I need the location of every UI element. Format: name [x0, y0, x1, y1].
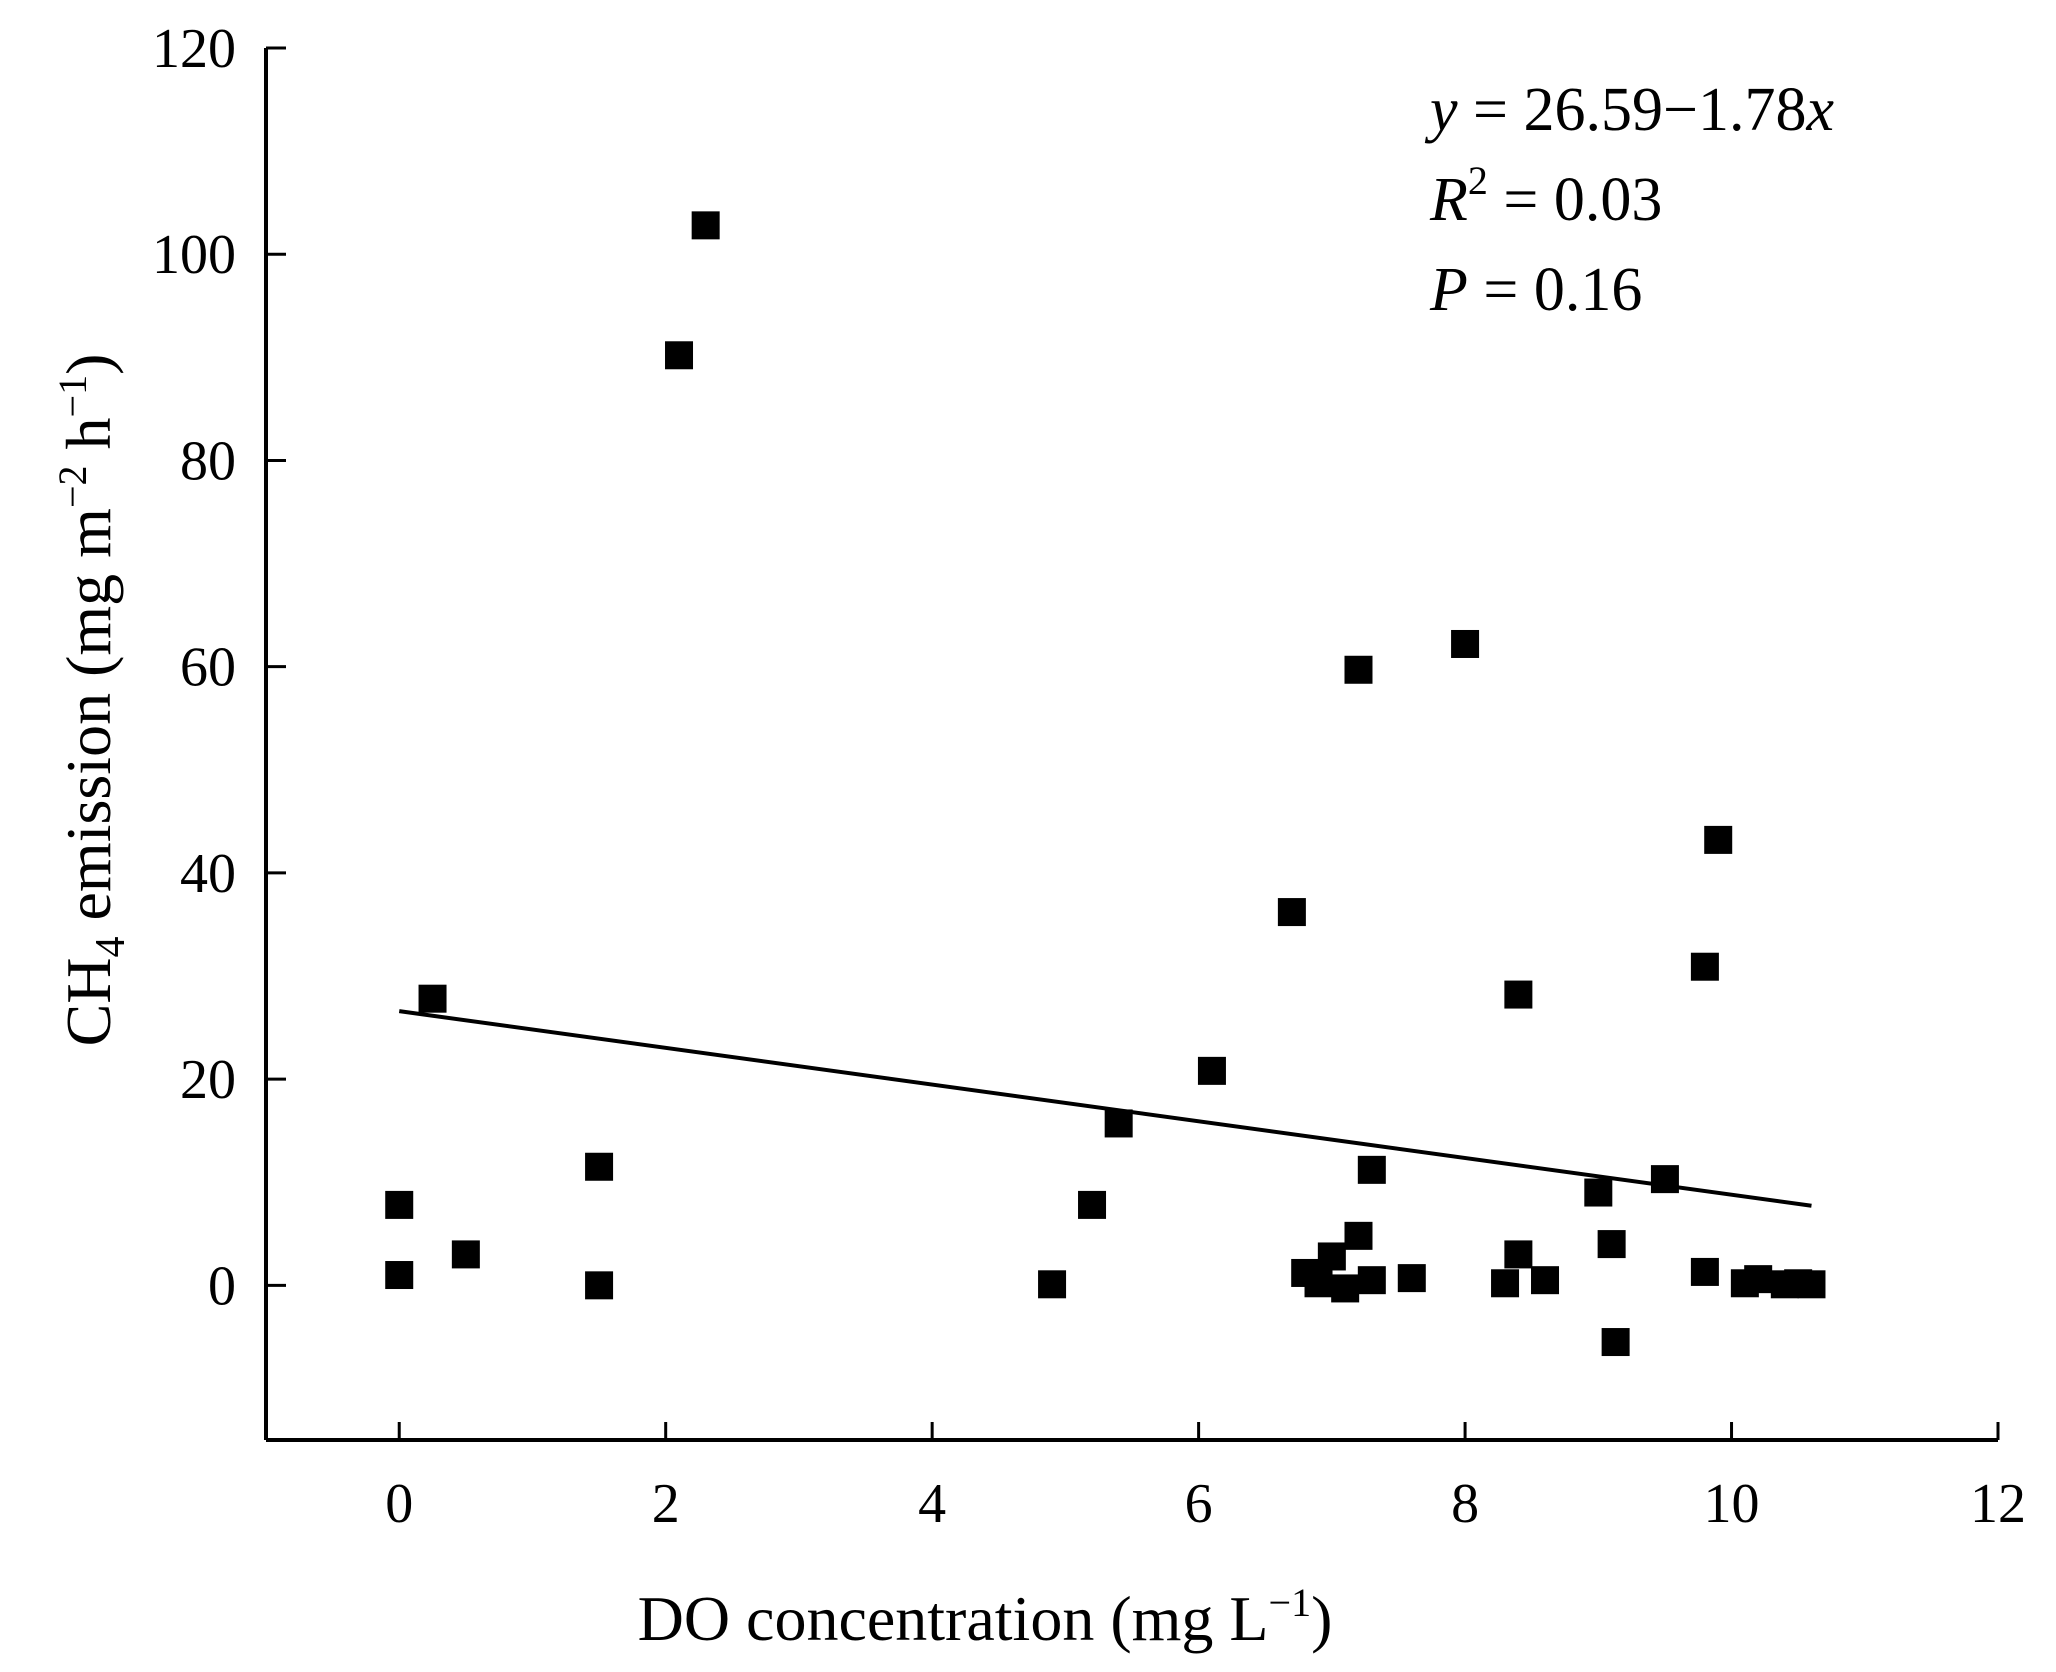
- data-point: [1690, 952, 1719, 981]
- data-point: [585, 1271, 614, 1300]
- data-point: [1504, 1240, 1533, 1269]
- y-tick-label: 100: [152, 224, 236, 286]
- y-tick-label: 20: [180, 1049, 236, 1111]
- regression-line-group: [398, 1009, 1812, 1208]
- data-point: [1531, 1266, 1560, 1295]
- x-tick-label: 4: [918, 1473, 946, 1535]
- data-point: [451, 1240, 480, 1269]
- data-point: [1038, 1270, 1067, 1299]
- data-point: [1690, 1257, 1719, 1286]
- data-point: [1104, 1109, 1133, 1138]
- data-point: [1331, 1274, 1360, 1303]
- data-point: [418, 984, 447, 1013]
- data-point: [1597, 1230, 1626, 1259]
- y-ticks: 0 20 40 60 80 100 120: [152, 18, 286, 1317]
- data-point: [665, 341, 694, 370]
- y-tick-label: 80: [180, 430, 236, 492]
- data-point: [1078, 1190, 1107, 1219]
- x-tick-label: 10: [1704, 1473, 1760, 1535]
- data-point: [1344, 1221, 1373, 1250]
- data-point: [585, 1152, 614, 1181]
- data-point: [385, 1261, 414, 1290]
- x-tick-label: 12: [1970, 1473, 2026, 1535]
- data-point: [1601, 1328, 1630, 1357]
- x-tick-label: 8: [1451, 1473, 1479, 1535]
- data-point: [1277, 898, 1306, 927]
- data-point: [1504, 980, 1533, 1009]
- p-value-label: P = 0.16: [1429, 256, 1642, 324]
- y-tick-label: 40: [180, 843, 236, 905]
- data-point: [1397, 1264, 1426, 1293]
- data-point: [1584, 1178, 1613, 1207]
- x-tick-label: 2: [652, 1473, 680, 1535]
- y-tick-label: 60: [180, 637, 236, 699]
- regression-equation: y = 26.59−1.78x: [1424, 76, 1834, 144]
- y-tick-label: 120: [152, 18, 236, 80]
- data-point: [385, 1190, 414, 1219]
- data-point: [1344, 655, 1373, 684]
- data-point: [1491, 1269, 1520, 1298]
- x-axis-title: DO concentration (mg L−1): [638, 1580, 1333, 1654]
- data-point: [1357, 1155, 1386, 1184]
- data-point: [1197, 1056, 1226, 1085]
- data-point: [1797, 1270, 1826, 1299]
- x-tick-label: 6: [1185, 1473, 1213, 1535]
- data-points: [385, 211, 1826, 1357]
- regression-line: [398, 1009, 1812, 1208]
- y-axis-title: CH4 emission (mg m−2 h−1): [50, 354, 134, 1047]
- data-point: [691, 211, 720, 240]
- y-tick-label: 0: [208, 1255, 236, 1317]
- data-point: [1357, 1266, 1386, 1295]
- r-squared-label: R2 = 0.03: [1429, 158, 1662, 234]
- data-point: [1650, 1165, 1679, 1194]
- data-point: [1304, 1269, 1333, 1298]
- data-point: [1744, 1265, 1773, 1294]
- axes: [264, 48, 1998, 1442]
- x-ticks: 0 2 4 6 8 10 12: [385, 1422, 2026, 1535]
- data-point: [1317, 1242, 1346, 1271]
- data-point: [1451, 629, 1480, 658]
- data-point: [1704, 825, 1733, 854]
- x-tick-label: 0: [385, 1473, 413, 1535]
